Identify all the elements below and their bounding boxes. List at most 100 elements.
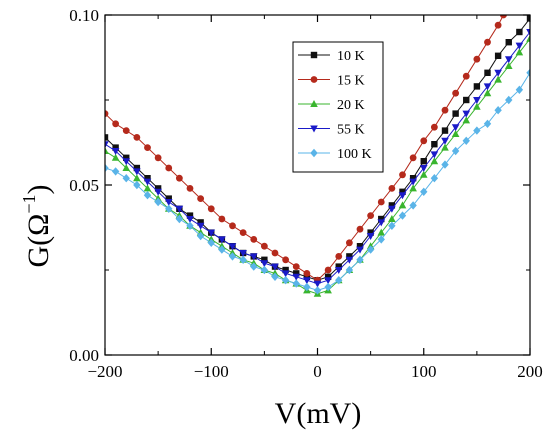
data-point-100k: [409, 201, 417, 210]
data-point-15k: [197, 195, 205, 203]
data-point-100k: [335, 276, 343, 285]
data-point-100k: [111, 167, 120, 176]
data-point-15k: [282, 256, 290, 264]
data-point-15k: [356, 225, 364, 233]
y-axis-title: G(Ω−1): [19, 184, 55, 267]
data-point-100k: [228, 252, 237, 261]
data-point-100k: [526, 68, 530, 77]
data-point-15k: [133, 134, 141, 141]
data-point-100k: [473, 126, 481, 135]
axes-layer: −200 −100 0 100 200 0.00 0.05 0.10: [69, 6, 543, 381]
data-point-15k: [105, 110, 109, 117]
data-point-10k: [123, 154, 130, 161]
data-point-100k: [483, 119, 492, 128]
data-point-55k: [515, 42, 524, 50]
data-point-100k: [303, 282, 311, 292]
data-point-10k: [526, 15, 530, 22]
legend: 10 K 15 K 20 K 55 K 100 K: [292, 41, 384, 173]
data-point-15k: [500, 15, 507, 19]
data-point-100k: [281, 276, 290, 285]
data-point-55k: [133, 168, 141, 176]
series-100k: [105, 68, 530, 295]
x-tick-label: 200: [517, 362, 543, 381]
data-point-15k: [462, 72, 470, 80]
x-axis-title: V(mV): [275, 397, 362, 430]
data-point-15k: [112, 120, 120, 128]
data-point-10k: [473, 83, 481, 90]
data-point-20k: [143, 184, 152, 192]
series-layer: [105, 15, 530, 297]
legend-marker-20k: [310, 100, 318, 107]
data-point-55k: [441, 137, 449, 145]
data-point-15k: [303, 270, 311, 277]
data-point-10k: [452, 110, 459, 117]
data-point-100k: [105, 163, 109, 173]
data-point-15k: [420, 137, 428, 145]
data-point-55k: [154, 188, 162, 196]
data-point-10k: [420, 158, 427, 165]
data-point-15k: [452, 89, 460, 97]
data-point-55k: [526, 29, 530, 36]
data-point-55k: [186, 216, 194, 223]
data-point-10k: [367, 229, 374, 236]
data-point-55k: [122, 158, 131, 166]
data-point-55k: [260, 260, 269, 268]
data-point-55k: [292, 273, 301, 281]
data-point-10k: [494, 52, 502, 59]
data-point-15k: [175, 174, 183, 182]
data-point-10k: [154, 185, 162, 192]
data-point-100k: [377, 235, 385, 244]
data-point-55k: [430, 151, 439, 159]
data-point-20k: [430, 157, 439, 165]
data-point-20k: [398, 201, 407, 209]
data-point-10k: [388, 202, 396, 209]
data-point-10k: [197, 219, 204, 226]
data-point-100k: [441, 160, 449, 169]
data-point-55k: [398, 192, 407, 200]
data-point-100k: [165, 204, 173, 213]
data-point-55k: [218, 236, 226, 244]
y-axis-title-main: G(Ω: [22, 214, 55, 268]
legend-box: [292, 41, 384, 173]
data-point-10k: [293, 270, 300, 277]
data-point-15k: [324, 266, 332, 274]
series-15k: [105, 15, 507, 284]
data-point-15k: [154, 154, 162, 162]
data-point-55k: [175, 205, 184, 213]
data-point-100k: [186, 221, 194, 230]
data-point-55k: [239, 250, 247, 257]
data-point-15k: [430, 123, 438, 131]
data-point-100k: [356, 255, 364, 264]
data-point-15k: [473, 55, 481, 63]
data-point-20k: [441, 143, 449, 151]
data-point-20k: [473, 102, 481, 110]
data-point-55k: [483, 83, 492, 91]
data-point-10k: [409, 175, 417, 182]
data-point-10k: [505, 39, 512, 46]
data-point-15k: [186, 185, 194, 192]
data-point-55k: [271, 263, 279, 271]
data-point-100k: [345, 265, 354, 275]
data-point-15k: [399, 171, 406, 179]
data-point-55k: [377, 219, 386, 227]
data-point-100k: [218, 245, 226, 254]
data-point-15k: [165, 164, 173, 172]
data-point-15k: [260, 242, 268, 250]
data-point-15k: [484, 38, 491, 46]
data-point-100k: [462, 136, 470, 145]
data-point-55k: [281, 270, 290, 278]
data-point-20k: [515, 48, 524, 56]
legend-entry-55k: 55 K: [298, 123, 365, 138]
data-point-15k: [207, 205, 215, 213]
data-point-15k: [345, 239, 353, 247]
data-point-55k: [249, 253, 258, 261]
data-point-55k: [388, 205, 396, 213]
data-point-55k: [473, 97, 481, 104]
legend-label-20k: 20 K: [337, 98, 365, 113]
data-point-55k: [228, 243, 237, 251]
data-point-10k: [399, 188, 406, 195]
y-tick-label: 0.05: [69, 176, 99, 195]
data-point-10k: [261, 256, 268, 263]
data-point-20k: [462, 116, 471, 124]
